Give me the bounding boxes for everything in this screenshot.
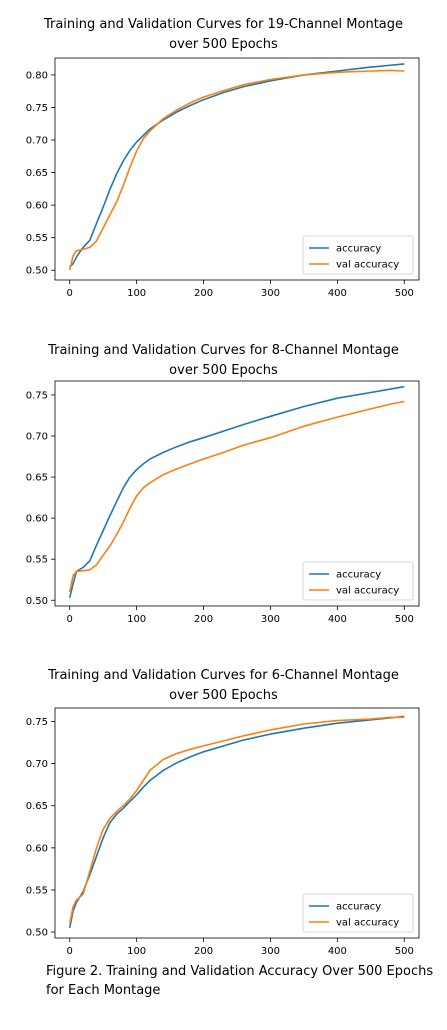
x-tick-label: 200 [194,946,213,957]
legend-label: val accuracy [336,918,399,929]
x-tick-label: 0 [67,946,73,957]
y-tick-label: 0.75 [26,717,48,728]
figure-caption: Figure 2. Training and Validation Accura… [46,964,434,998]
y-tick-label: 0.60 [26,843,48,854]
x-tick-label: 300 [261,614,280,625]
x-tick-label: 200 [194,614,213,625]
x-tick-label: 300 [261,946,280,957]
legend-label: accuracy [336,570,381,581]
x-tick-label: 0 [67,614,73,625]
y-tick-label: 0.70 [26,432,48,443]
y-tick-label: 0.50 [26,596,48,607]
y-tick-label: 0.65 [26,473,48,484]
plot-frame [54,707,420,939]
chart-panel-8ch: Training and Validation Curves for 8-Cha… [26,343,420,625]
chart-title-line2: over 500 Epochs [169,37,278,52]
y-tick-label: 0.60 [26,201,48,212]
series-line [68,69,405,271]
series-line [68,716,405,924]
legend-label: val accuracy [336,586,399,597]
legend-box [302,561,414,601]
y-tick-label: 0.50 [26,266,48,277]
plot-frame [54,380,420,607]
chart-panel-19ch: Training and Validation Curves for 19-Ch… [0,0,447,320]
x-tick-label: 500 [395,288,414,299]
legend-box [302,235,414,275]
x-tick-label: 500 [395,946,414,957]
y-tick-label: 0.55 [26,233,48,244]
x-tick-label: 200 [194,288,213,299]
series-line [69,63,405,268]
y-tick-label: 0.65 [26,801,48,812]
chart-8ch: 0 100 200 300 400 500 0.50 0.55 0.60 0.65 0.70 0.75… [26,380,420,625]
chart-title-line2: over 500 Epochs [169,688,278,703]
y-tick-label: 0.70 [26,759,48,770]
legend-label: accuracy [336,244,381,255]
legend: accuracy val accuracy [302,893,414,933]
y-tick-label: 0.60 [26,514,48,525]
series-line [68,385,405,598]
legend-box [302,893,414,933]
legend-label: accuracy [336,902,381,913]
y-tick-label: 0.55 [26,885,48,896]
legend: accuracy val accuracy [302,561,414,601]
y-tick-label: 0.80 [26,70,48,81]
plot-frame [54,57,420,281]
series-line [68,715,405,929]
x-tick-label: 300 [261,288,280,299]
chart-title-line1: Training and Validation Curves for 8-Cha… [48,343,399,358]
x-tick-label: 400 [328,946,347,957]
x-tick-label: 500 [395,614,414,625]
x-tick-label: 0 [67,288,73,299]
y-tick-label: 0.75 [26,390,48,401]
x-tick-label: 400 [328,614,347,625]
x-tick-label: 400 [328,288,347,299]
chart-title-line1: Training and Validation Curves for 6-Cha… [48,668,399,683]
chart-title-line1: Training and Validation Curves for 19-Ch… [43,17,404,32]
y-tick-label: 0.50 [26,928,48,939]
legend: accuracy val accuracy [302,235,414,275]
chart-panel-6ch: Training and Validation Curves for 6-Cha… [26,668,420,957]
x-tick-label: 100 [127,288,146,299]
y-tick-label: 0.65 [26,168,48,179]
x-tick-label: 100 [127,614,146,625]
series-line [68,400,405,593]
x-tick-label: 100 [127,946,146,957]
chart-19ch: 0 100 200 300 400 500 0.50 0.55 0.60 0.65 0.70 0.75… [26,57,420,299]
y-tick-label: 0.70 [26,136,48,147]
y-tick-label: 0.55 [26,555,48,566]
chart-6ch: 0 100 200 300 400 500 0.50 0.55 0.60 0.65 0.70 0.75… [26,707,420,957]
chart-title-line2: over 500 Epochs [169,363,278,378]
legend-label: val accuracy [336,260,399,271]
y-tick-label: 0.75 [26,103,48,114]
